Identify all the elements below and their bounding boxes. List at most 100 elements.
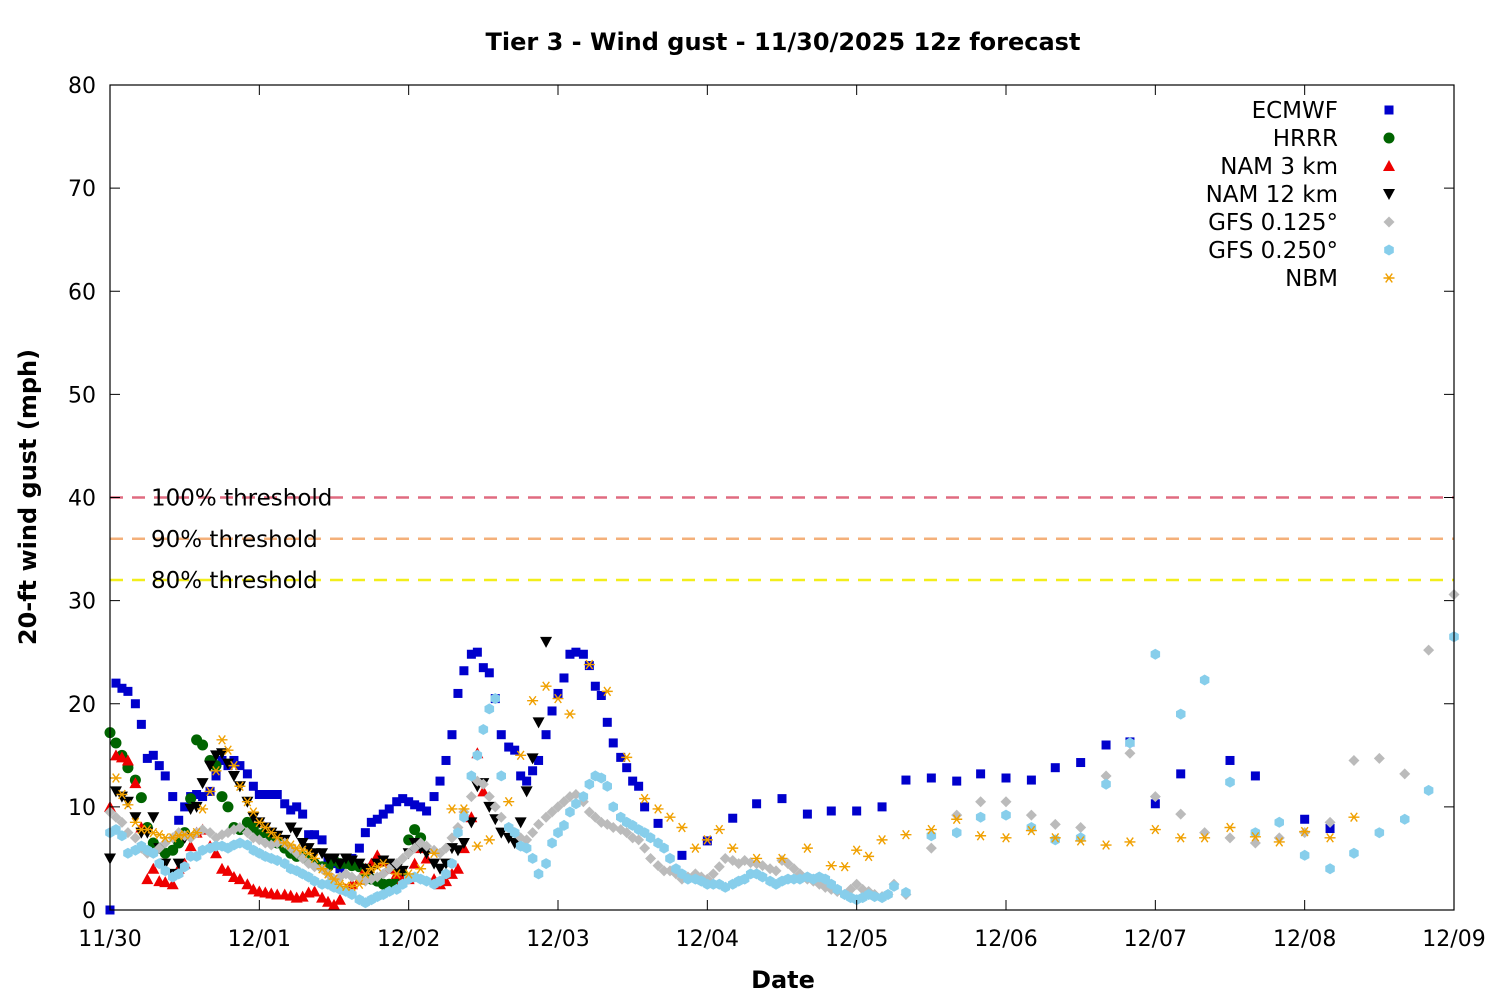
data-point bbox=[115, 751, 128, 763]
data-point bbox=[1050, 763, 1060, 773]
data-point bbox=[457, 837, 470, 849]
data-point bbox=[451, 845, 464, 857]
data-point bbox=[926, 773, 936, 783]
y-tick-label: 70 bbox=[68, 177, 96, 202]
data-point bbox=[1325, 824, 1335, 834]
data-point bbox=[621, 752, 633, 763]
data-point bbox=[466, 649, 476, 659]
data-point bbox=[1400, 813, 1410, 825]
data-point bbox=[266, 790, 276, 799]
x-tick-label: 12/08 bbox=[1273, 927, 1336, 952]
data-point bbox=[135, 792, 147, 804]
data-point bbox=[434, 863, 447, 875]
data-point bbox=[1299, 826, 1311, 837]
data-point bbox=[159, 876, 172, 888]
y-tick-label: 20 bbox=[68, 693, 96, 718]
data-point bbox=[477, 785, 490, 797]
data-point bbox=[447, 858, 457, 870]
data-point bbox=[521, 842, 532, 854]
data-point bbox=[1383, 273, 1395, 283]
data-point bbox=[271, 832, 283, 843]
data-point bbox=[951, 809, 963, 821]
data-point bbox=[173, 868, 184, 880]
data-point bbox=[976, 769, 986, 779]
data-point bbox=[952, 827, 962, 839]
data-point bbox=[777, 794, 787, 804]
data-point bbox=[154, 761, 164, 771]
data-point bbox=[552, 693, 564, 704]
data-point bbox=[677, 850, 687, 860]
legend-label: ECMWF bbox=[1252, 98, 1338, 124]
data-point bbox=[1176, 769, 1186, 779]
data-point bbox=[515, 750, 527, 761]
data-point bbox=[1324, 816, 1336, 828]
data-point bbox=[235, 837, 245, 849]
data-point bbox=[504, 742, 514, 752]
x-tick-label: 12/03 bbox=[526, 927, 589, 952]
legend-label: GFS 0.250° bbox=[1208, 238, 1338, 264]
data-point bbox=[392, 797, 402, 807]
data-point bbox=[547, 837, 557, 849]
data-point bbox=[540, 681, 552, 692]
data-point bbox=[795, 873, 805, 885]
data-point bbox=[541, 730, 551, 740]
data-point bbox=[527, 695, 539, 706]
data-point bbox=[608, 738, 618, 748]
data-point bbox=[265, 827, 277, 838]
data-point bbox=[304, 830, 314, 840]
data-point bbox=[136, 719, 146, 729]
data-point bbox=[221, 864, 234, 876]
data-point bbox=[440, 842, 452, 854]
data-point bbox=[639, 793, 651, 804]
data-point bbox=[1224, 822, 1236, 833]
data-point bbox=[1249, 831, 1261, 842]
data-point bbox=[571, 647, 581, 657]
data-point bbox=[280, 799, 290, 809]
data-point bbox=[653, 818, 663, 828]
data-point bbox=[429, 792, 439, 802]
data-point bbox=[110, 737, 122, 749]
data-point bbox=[192, 790, 202, 799]
data-point bbox=[1383, 216, 1395, 228]
data-point bbox=[925, 824, 937, 835]
data-point bbox=[484, 703, 495, 715]
data-point bbox=[720, 881, 730, 893]
data-point bbox=[490, 693, 500, 705]
data-point bbox=[616, 752, 626, 762]
x-tick-label: 12/05 bbox=[825, 927, 888, 952]
legend-label: HRRR bbox=[1273, 126, 1338, 152]
data-point bbox=[129, 832, 141, 844]
data-point bbox=[396, 865, 409, 877]
data-point bbox=[228, 760, 240, 771]
x-tick-label: 12/04 bbox=[676, 927, 739, 952]
data-point bbox=[541, 858, 551, 870]
data-point bbox=[422, 806, 432, 816]
data-point bbox=[345, 855, 358, 867]
data-point bbox=[883, 889, 893, 900]
data-point bbox=[298, 809, 308, 819]
data-point bbox=[233, 873, 246, 885]
data-point bbox=[900, 829, 912, 840]
data-point bbox=[877, 802, 887, 812]
data-point bbox=[707, 868, 719, 880]
data-point bbox=[1150, 648, 1161, 660]
legend-label: NBM bbox=[1285, 266, 1338, 292]
data-point bbox=[446, 804, 458, 814]
data-point bbox=[664, 812, 676, 823]
data-point bbox=[1299, 849, 1310, 861]
data-point bbox=[259, 822, 271, 833]
data-point bbox=[316, 848, 329, 860]
data-point bbox=[409, 842, 421, 854]
data-point bbox=[951, 814, 963, 825]
data-point bbox=[377, 858, 389, 869]
data-point bbox=[533, 868, 544, 880]
y-tick-label: 80 bbox=[68, 74, 96, 99]
data-point bbox=[596, 772, 607, 784]
data-point bbox=[1373, 752, 1385, 764]
data-point bbox=[1125, 737, 1135, 749]
data-point bbox=[328, 874, 340, 884]
data-point bbox=[453, 827, 463, 839]
data-point bbox=[713, 861, 725, 873]
data-point bbox=[876, 835, 888, 845]
data-point bbox=[1101, 740, 1111, 750]
